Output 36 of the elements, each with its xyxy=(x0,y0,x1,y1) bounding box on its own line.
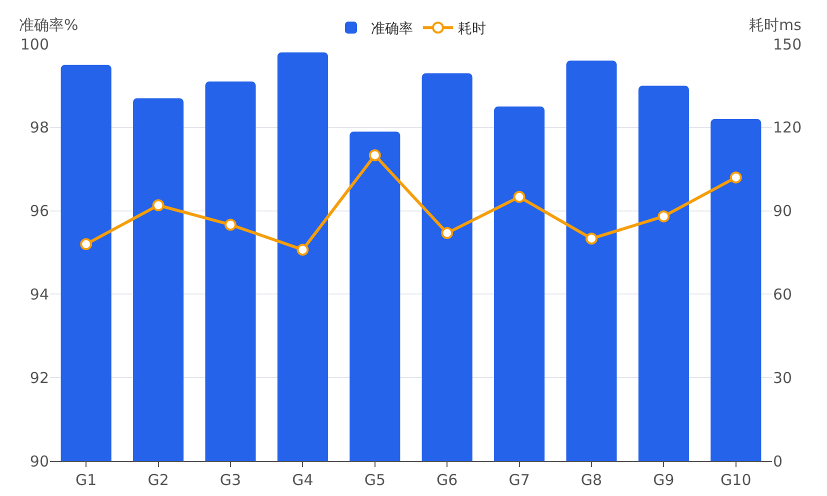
y-tick-label: 92 xyxy=(30,368,49,387)
point xyxy=(80,238,92,250)
point xyxy=(441,227,454,240)
y2-tick-label: 30 xyxy=(773,368,792,387)
y-tick-label: 98 xyxy=(30,118,49,137)
y2-tick-label: 150 xyxy=(773,35,802,54)
y2-tick-label: 60 xyxy=(773,285,792,304)
x-tick-label: G8 xyxy=(580,471,602,489)
point xyxy=(513,190,526,203)
point xyxy=(586,232,598,245)
y2-tick-label: 120 xyxy=(773,118,802,137)
legend-label: 准确率 xyxy=(371,21,413,38)
x-tick-label: G3 xyxy=(220,471,242,489)
legend-label: 耗时 xyxy=(458,21,486,38)
x-tick-label: G6 xyxy=(436,471,458,489)
y-tick-label: 94 xyxy=(30,285,49,304)
point xyxy=(368,149,381,162)
y-tick-label: 90 xyxy=(30,452,49,470)
y2-axis-title: 耗时ms xyxy=(749,16,802,34)
y-tick-label: 96 xyxy=(30,202,49,220)
x-tick-label: G2 xyxy=(148,471,169,489)
point xyxy=(152,199,164,212)
x-tick-label: G7 xyxy=(508,471,530,489)
x-tick-label: G5 xyxy=(364,471,386,489)
x-tick-label: G4 xyxy=(292,471,314,489)
point xyxy=(296,244,309,256)
y2-tick-label: 90 xyxy=(773,202,792,220)
x-tick-label: G9 xyxy=(653,471,674,489)
x-tick-label: G10 xyxy=(720,471,752,489)
y-tick-label: 100 xyxy=(20,35,49,54)
point xyxy=(224,218,236,231)
y-axis-title: 准确率% xyxy=(19,16,78,34)
point xyxy=(730,171,742,184)
point xyxy=(658,210,670,222)
x-tick-label: G1 xyxy=(76,471,97,489)
y2-tick-label: 0 xyxy=(773,452,783,470)
